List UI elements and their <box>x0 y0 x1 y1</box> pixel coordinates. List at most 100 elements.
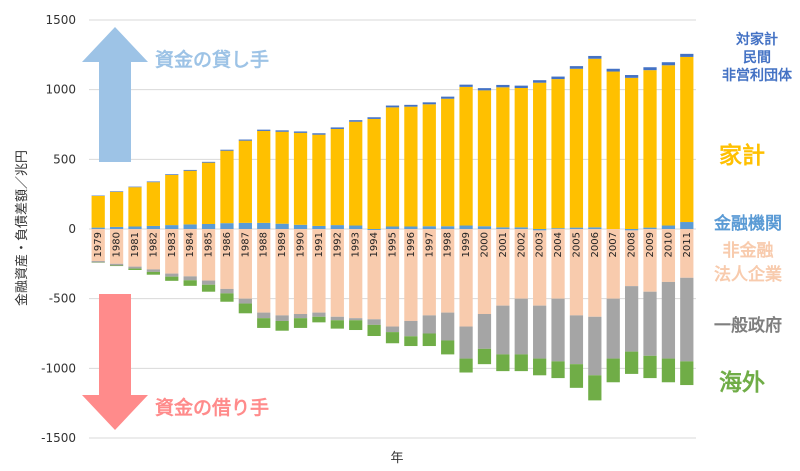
bar-segment <box>404 229 418 321</box>
bar-segment <box>588 58 602 228</box>
bar-segment <box>514 229 528 299</box>
bar-segment <box>220 288 234 294</box>
bar-segment <box>496 84 510 88</box>
borrower-label: 資金の借り手 <box>155 396 269 419</box>
bar-segment <box>128 229 142 267</box>
bar-segment <box>385 332 400 344</box>
bar-segment <box>551 298 565 362</box>
bar-layer <box>91 53 694 401</box>
bar-segment <box>606 229 620 299</box>
bar-segment <box>569 68 584 228</box>
bar-segment <box>422 229 436 316</box>
bar-segment <box>404 320 418 337</box>
bar-segment <box>146 269 161 272</box>
x-tick-label: 1996 <box>406 232 417 257</box>
x-tick-label: 1979 <box>93 232 104 257</box>
bar-segment <box>441 98 455 227</box>
bar-segment <box>330 127 344 129</box>
bar-segment <box>109 263 124 266</box>
bar-segment <box>275 320 289 331</box>
bar-segment <box>441 312 455 341</box>
bar-segment <box>606 71 620 229</box>
bar-segment <box>477 90 492 227</box>
bar-segment <box>569 364 584 388</box>
bar-segment <box>312 225 326 229</box>
bar-segment <box>643 67 657 71</box>
x-tick-label: 1982 <box>148 232 159 257</box>
bar-segment <box>183 280 197 286</box>
up-arrow-icon <box>82 27 148 162</box>
bar-segment <box>661 358 676 383</box>
bar-segment <box>477 226 492 229</box>
bar-segment <box>349 120 363 122</box>
bar-segment <box>330 128 344 226</box>
x-tick-label: 2009 <box>645 232 656 257</box>
bar-segment <box>588 227 602 229</box>
bar-segment <box>91 195 105 228</box>
bar-segment <box>441 229 455 313</box>
bar-segment <box>128 268 142 270</box>
bar-segment <box>183 169 197 171</box>
legend-financial: 金融機関 <box>713 213 782 234</box>
bar-segment <box>441 226 455 229</box>
bar-segment <box>680 229 694 278</box>
bar-segment <box>293 224 308 229</box>
bar-segment <box>551 79 565 229</box>
bar-segment <box>330 229 344 317</box>
bar-segment <box>680 53 694 57</box>
bar-segment <box>165 225 179 229</box>
bar-segment <box>330 225 344 229</box>
bar-segment <box>146 181 161 183</box>
bar-segment <box>183 224 197 229</box>
bar-segment <box>533 230 547 306</box>
legend: 対家計 民間 非営利団体 家計 金融機関 非金融 法人企業 一般政府 海外 <box>713 31 793 396</box>
bar-segment <box>422 102 436 105</box>
bar-segment <box>533 305 547 359</box>
bar-segment <box>293 131 308 133</box>
x-tick-label: 1984 <box>185 232 196 257</box>
bar-segment <box>165 273 179 277</box>
x-tick-label: 2011 <box>682 232 693 257</box>
y-tick-label: 500 <box>53 152 76 166</box>
bar-segment <box>293 313 308 319</box>
bar-segment <box>312 312 326 317</box>
bar-segment <box>201 229 216 281</box>
bar-segment <box>165 229 179 274</box>
y-tick-label: 1000 <box>45 83 76 97</box>
bar-segment <box>349 229 363 319</box>
x-tick-label: 2006 <box>590 232 601 257</box>
bar-segment <box>588 55 602 59</box>
bar-segment <box>514 354 528 372</box>
down-arrow-icon <box>82 294 148 430</box>
bar-segment <box>201 162 216 224</box>
bar-segment <box>385 226 400 229</box>
x-tick-label: 2005 <box>571 232 582 257</box>
bar-segment <box>201 284 216 292</box>
bar-segment <box>459 84 473 87</box>
bar-segment <box>441 96 455 99</box>
lender-arrow: 資金の貸し手 <box>82 27 269 162</box>
bar-segment <box>551 228 565 229</box>
x-tick-label: 2010 <box>663 232 674 257</box>
bar-segment <box>91 229 105 262</box>
bar-segment <box>367 229 381 231</box>
bar-segment <box>588 229 602 317</box>
bar-segment <box>238 222 252 229</box>
borrower-arrow: 資金の借り手 <box>82 294 269 430</box>
bar-segment <box>367 319 381 325</box>
bar-segment <box>220 229 234 289</box>
bar-segment <box>385 105 400 108</box>
legend-corporate-line1: 非金融 <box>723 240 774 261</box>
legend-household: 家計 <box>719 142 765 169</box>
bar-segment <box>422 315 436 334</box>
bar-segment <box>422 104 436 227</box>
bar-segment <box>661 62 676 66</box>
x-tick-label: 1998 <box>443 232 454 257</box>
bar-segment <box>220 149 234 151</box>
x-tick-label: 1993 <box>351 232 362 257</box>
bar-segment <box>220 293 234 302</box>
bar-segment <box>496 87 510 228</box>
bar-segment <box>257 129 271 131</box>
